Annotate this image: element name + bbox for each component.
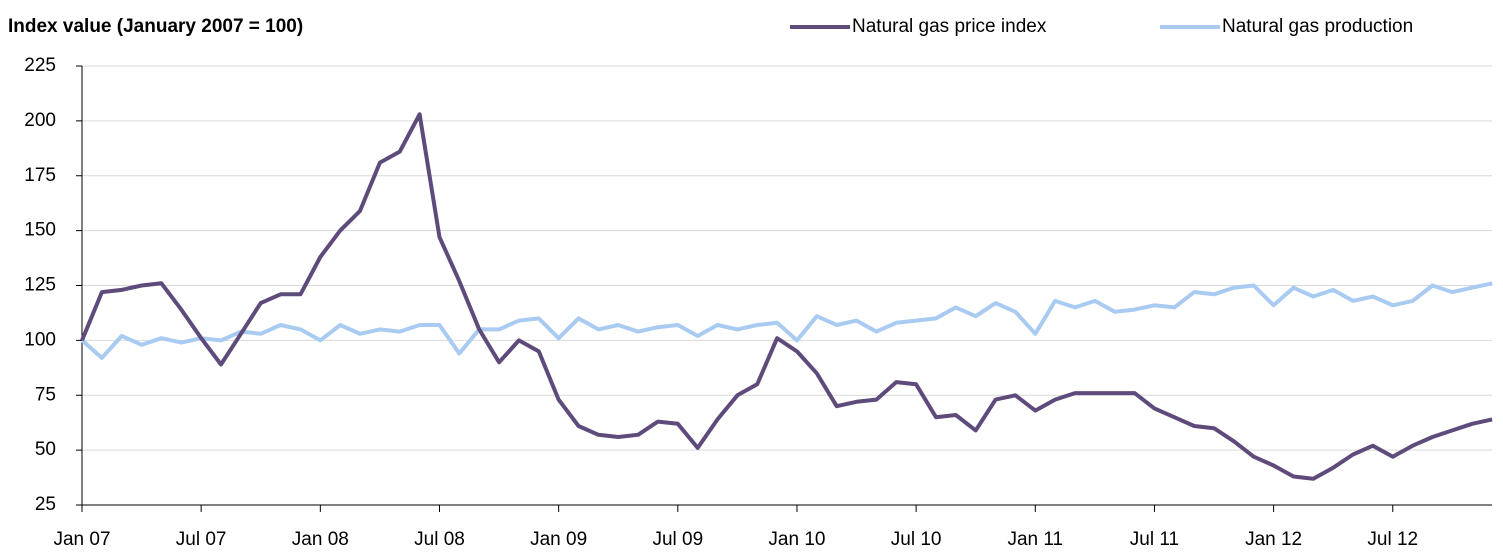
y-tick-label: 100 [24,329,56,350]
series-line [80,112,1493,481]
x-tick-label: Jul 09 [652,529,703,550]
legend-label: Natural gas production [1222,16,1413,37]
y-tick-label: 125 [24,275,56,296]
y-tick-label: 150 [24,220,56,241]
x-tick-label: Jan 09 [530,529,587,550]
y-axis-title: Index value (January 2007 = 100) [8,16,303,37]
x-tick-label: Jan 12 [1245,529,1302,550]
x-tick-label: Jul 11 [1130,529,1179,550]
x-tick-label: Jul 07 [176,529,227,550]
legend-label: Natural gas price index [852,16,1047,37]
x-tick-label: Jan 07 [53,529,110,550]
y-tick-label: 25 [35,494,56,515]
x-tick-label: Jul 08 [414,529,465,550]
y-tick-label: 225 [24,55,56,76]
y-tick-label: 75 [35,384,56,405]
series-line [80,281,1493,360]
y-tick-label: 50 [35,439,56,460]
x-tick-label: Jan 11 [1007,529,1063,550]
x-tick-label: Jul 12 [1367,529,1418,550]
y-tick-label: 200 [24,110,56,131]
y-tick-label: 175 [24,165,56,186]
x-tick-label: Jan 08 [292,529,349,550]
x-tick-label: Jan 10 [768,529,825,550]
x-tick-label: Jul 10 [891,529,942,550]
